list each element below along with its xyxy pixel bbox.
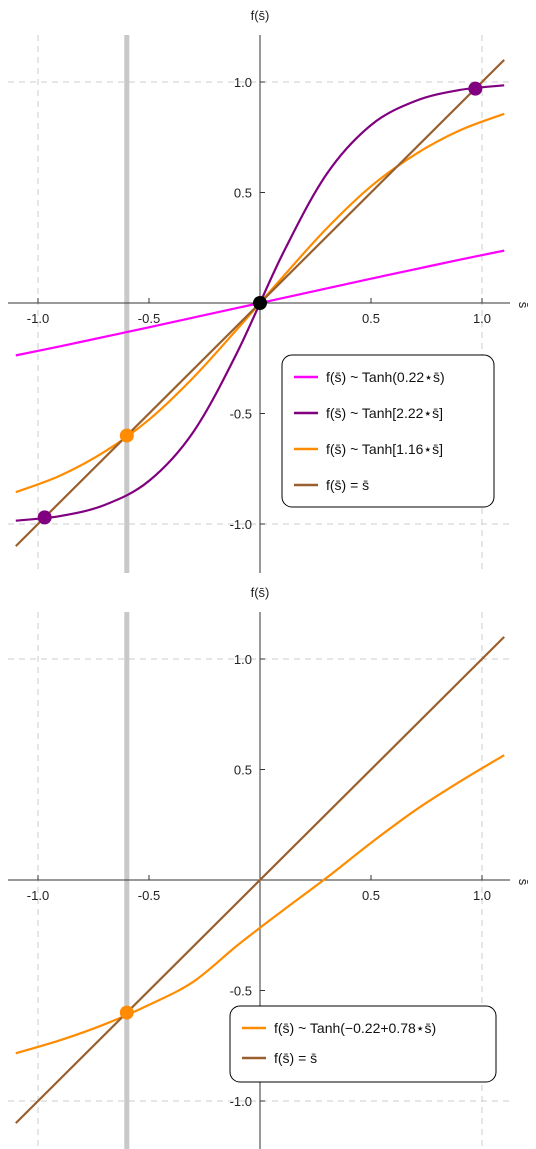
x-tick-label: -1.0 <box>27 311 49 326</box>
x-axis-label: s̄ <box>516 879 531 886</box>
data-point <box>253 296 267 310</box>
y-tick-label: -1.0 <box>230 517 252 532</box>
y-tick-label: 0.5 <box>234 186 252 201</box>
y-tick-label: -0.5 <box>230 984 252 999</box>
legend-box <box>229 1005 497 1083</box>
legend-entry: f(s̄) ~ Tanh(0.22⋆s̄) <box>326 369 445 385</box>
legend: f(s̄) ~ Tanh(0.22⋆s̄) f(s̄) ~ Tanh[2.22⋆s… <box>281 354 495 508</box>
y-axis-label: f(s̄) <box>251 585 270 600</box>
legend: f(s̄) ~ Tanh(−0.22+0.78⋆s̄) f(s̄) = s̄ <box>229 1005 497 1083</box>
x-tick-label: -0.5 <box>138 888 160 903</box>
y-tick-label: 1.0 <box>234 652 252 667</box>
chart-panel-2: -1.0 -0.5 0.5 1.0 -1.0 -0.5 0.5 1.0 f(s̄) s̄ f(s̄)… <box>8 585 531 1149</box>
x-tick-label: 0.5 <box>362 311 380 326</box>
chart-panel-1: -1.0 -0.5 0.5 1.0 -1.0 -0.5 0.5 1.0 f(s̄) s̄ f(s̄)… <box>8 8 531 573</box>
legend-entry: f(s̄) ~ Tanh[2.22⋆s̄] <box>326 405 443 421</box>
legend-entry: f(s̄) ~ Tanh[1.16⋆s̄] <box>326 441 443 457</box>
x-tick-label: -1.0 <box>27 888 49 903</box>
data-point <box>37 510 52 525</box>
y-tick-label: 1.0 <box>234 75 252 90</box>
legend-box <box>281 354 495 508</box>
data-point <box>468 81 483 96</box>
data-point <box>119 428 134 443</box>
legend-entry: f(s̄) ~ Tanh(−0.22+0.78⋆s̄) <box>274 1020 436 1036</box>
series-line-2 <box>15 636 505 1124</box>
x-tick-label: 0.5 <box>362 888 380 903</box>
legend-entry: f(s̄) = s̄ <box>274 1050 317 1066</box>
y-tick-label: 0.5 <box>234 763 252 778</box>
x-axis-label: s̄ <box>516 302 531 309</box>
x-tick-label: 1.0 <box>473 311 491 326</box>
data-point <box>119 1005 134 1020</box>
series-line-1 <box>15 754 505 1055</box>
x-tick-label: 1.0 <box>473 888 491 903</box>
y-tick-label: -1.0 <box>230 1094 252 1109</box>
x-tick-label: -0.5 <box>138 311 160 326</box>
y-axis-label: f(s̄) <box>251 8 270 23</box>
y-tick-label: -0.5 <box>230 407 252 422</box>
legend-entry: f(s̄) = s̄ <box>326 477 369 493</box>
